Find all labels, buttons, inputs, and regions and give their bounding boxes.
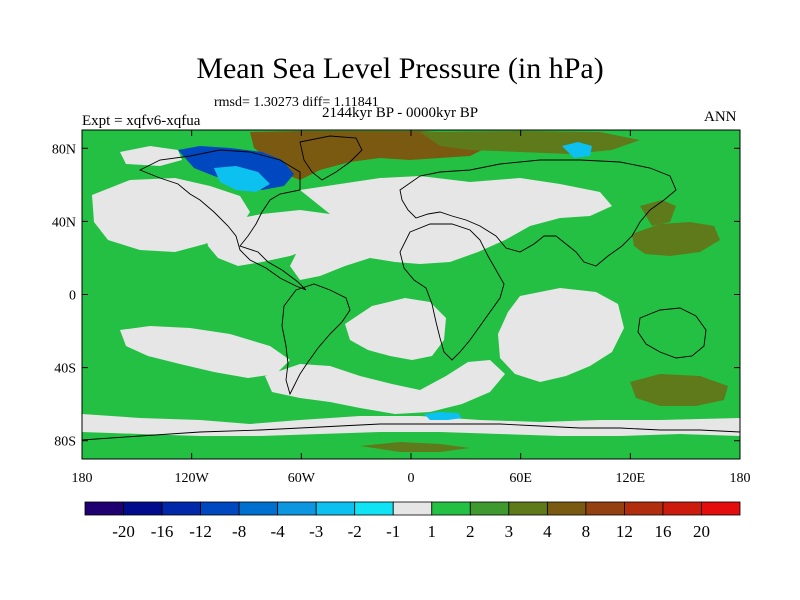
colorbar-label: 1 <box>428 522 437 541</box>
colorbar-label: 2 <box>466 522 475 541</box>
colorbar-label: -20 <box>112 522 135 541</box>
colorbar-box <box>662 501 702 516</box>
antarctic-negative-patch <box>424 412 462 420</box>
colorbar-box <box>624 501 664 516</box>
colorbar-box <box>161 501 201 516</box>
arctic-pacific-patch <box>120 146 182 166</box>
antarctica-outline <box>82 423 740 441</box>
y-tick-label: 40S <box>54 362 76 377</box>
colorbar-box <box>315 501 356 516</box>
north-america-patch <box>205 210 340 266</box>
colorbar-label: 4 <box>543 522 552 541</box>
colorbar-label: 3 <box>505 522 514 541</box>
chart-title: Mean Sea Level Pressure (in hPa) <box>196 52 604 85</box>
colorbar-label: -8 <box>232 522 246 541</box>
colorbar-label: 8 <box>582 522 591 541</box>
colorbar-box <box>469 501 510 516</box>
colorbar-box <box>431 501 471 516</box>
x-tick-label: 120W <box>175 471 210 486</box>
colorbar: -20 -16 -12 -8 -4 -3 -2 -1 1 2 3 4 8 12 16 20 <box>84 501 741 541</box>
colorbar-label: -2 <box>348 522 362 541</box>
north-atlantic-patch <box>290 176 612 280</box>
colorbar-box <box>585 501 625 516</box>
arctic-small-blue-patch <box>562 142 592 158</box>
antarctic-coast-positive <box>360 442 470 452</box>
map-field <box>82 130 740 459</box>
coastlines <box>82 135 740 441</box>
season-label: ANN <box>704 109 737 125</box>
east-asia-positive-patch <box>640 200 676 226</box>
south-america-outline <box>281 283 351 396</box>
colorbar-box <box>84 501 124 516</box>
australia-outline <box>637 307 707 359</box>
y-tick-label: 80S <box>54 435 76 450</box>
eurasia-outline <box>399 159 677 267</box>
north-america-outline <box>138 149 307 291</box>
experiment-label: Expt = xqfv6-xqfua <box>82 113 201 129</box>
x-tick-label: 120E <box>616 471 646 486</box>
southwest-pacific-positive-patch <box>630 374 728 406</box>
rmsd-diff-label: rmsd= 1.30273 diff= 1.11841 <box>214 95 379 110</box>
west-pacific-positive-patch <box>632 222 720 256</box>
x-tick-label: 60W <box>288 471 316 486</box>
colorbar-label: 16 <box>654 522 671 541</box>
colorbar-box <box>546 501 587 516</box>
canada-light-blue-patch <box>214 166 270 192</box>
colorbar-label: 12 <box>616 522 633 541</box>
africa-outline <box>399 223 505 361</box>
period-label: 2144kyr BP - 0000kyr BP <box>322 105 479 121</box>
colorbar-box <box>123 501 163 516</box>
x-tick-label: 180 <box>730 471 751 486</box>
x-tick-label: 0 <box>408 471 415 486</box>
southern-ocean-patch <box>265 360 505 414</box>
colorbar-label: 20 <box>693 522 710 541</box>
x-tick-label: 60E <box>509 471 532 486</box>
colorbar-box <box>277 501 317 516</box>
indian-ocean-patch <box>498 288 624 382</box>
colorbar-box <box>701 501 741 516</box>
y-tick-label: 40N <box>52 215 76 230</box>
y-axis: 80N 40N 0 40S 80S <box>52 142 740 450</box>
colorbar-box <box>200 501 240 516</box>
south-atlantic-patch <box>345 298 446 360</box>
colorbar-label: -4 <box>271 522 286 541</box>
colorbar-label: -12 <box>189 522 212 541</box>
colorbar-box <box>354 501 394 516</box>
greenland-outline <box>299 135 363 181</box>
y-tick-label: 0 <box>69 289 76 304</box>
colorbar-box <box>392 501 433 516</box>
x-tick-label: 180 <box>72 471 93 486</box>
colorbar-label: -16 <box>151 522 174 541</box>
colorbar-box <box>508 501 548 516</box>
greenland-positive-patch <box>250 131 490 180</box>
colorbar-label: -1 <box>386 522 400 541</box>
y-tick-label: 80N <box>52 142 76 157</box>
x-axis: 180 120W 60W 0 60E 120E 180 <box>72 130 751 486</box>
colorbar-box <box>238 501 279 516</box>
colorbar-label: -3 <box>309 522 323 541</box>
southeast-pacific-patch <box>120 326 290 378</box>
